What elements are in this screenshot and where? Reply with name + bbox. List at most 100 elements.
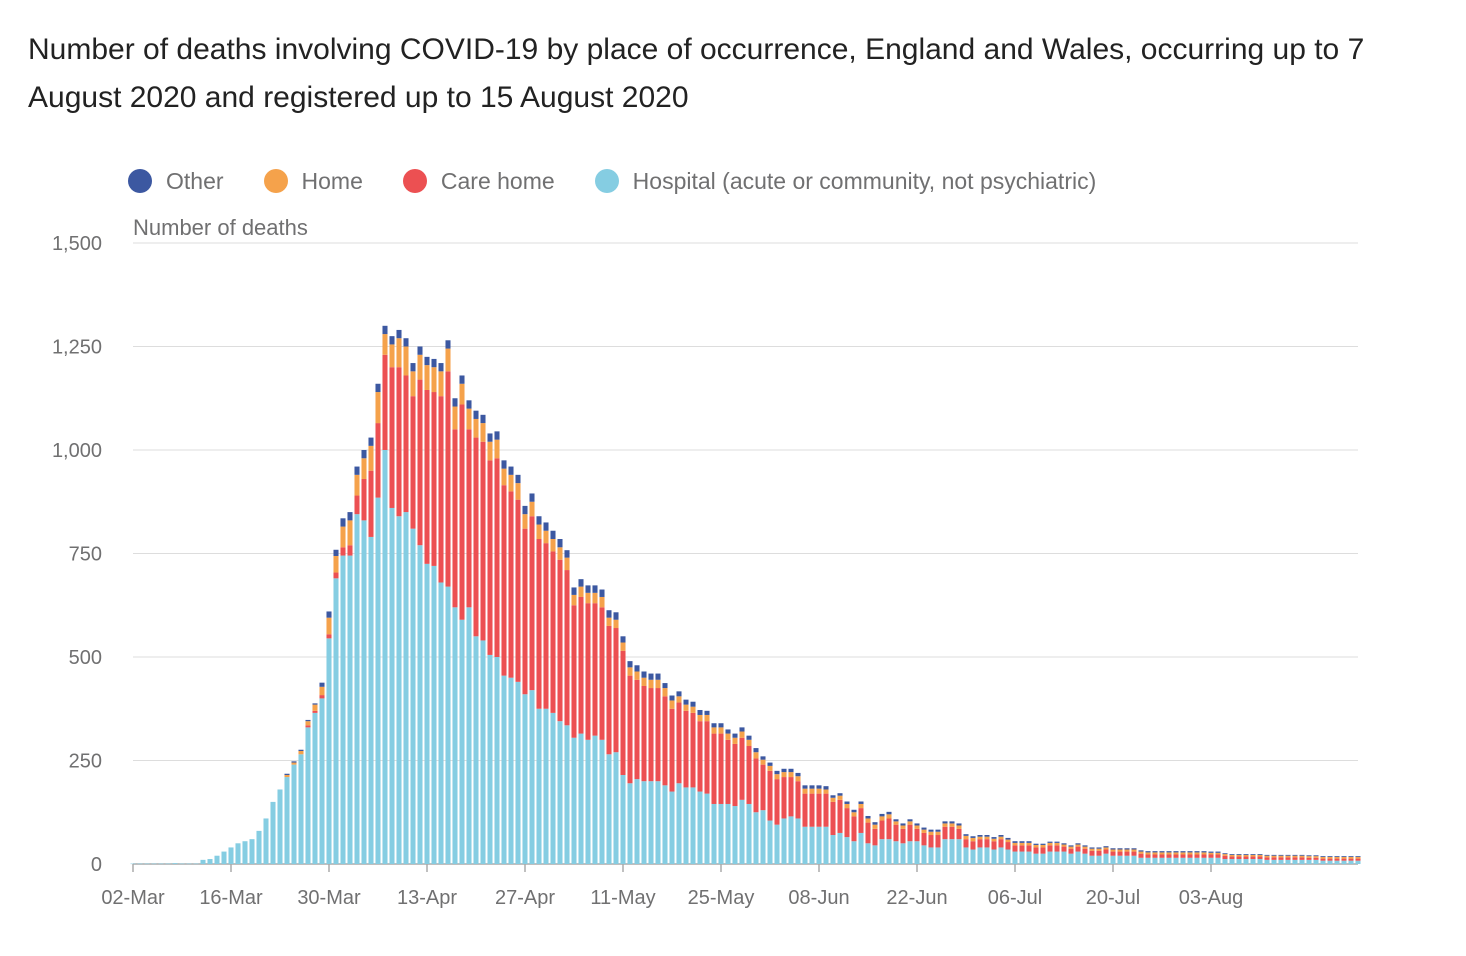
bar-segment-other: [1257, 854, 1263, 855]
bar-segment-home: [410, 371, 416, 397]
bar-segment-home: [788, 772, 794, 778]
bar-segment-other: [921, 827, 927, 830]
bar-segment-other: [1201, 851, 1207, 853]
bar-segment-other: [942, 821, 948, 824]
bar-segment-care-home: [879, 820, 885, 840]
bar-segment-hospital: [1089, 855, 1095, 864]
bar-segment-hospital: [1005, 849, 1011, 864]
bar-segment-care-home: [599, 607, 605, 740]
bar-segment-hospital: [739, 799, 745, 864]
x-tick-label: 25-May: [688, 887, 755, 909]
bar-segment-hospital: [1348, 860, 1354, 864]
bar-segment-other: [816, 785, 822, 789]
bar-segment-hospital: [907, 841, 913, 864]
bar-segment-care-home: [1124, 851, 1130, 856]
bar-segment-care-home: [431, 392, 437, 566]
bar-segment-hospital: [130, 863, 136, 865]
y-axis-label: Number of deaths: [133, 215, 308, 240]
bar-segment-care-home: [1194, 854, 1200, 858]
bar-segment-care-home: [1019, 845, 1025, 852]
bar-segment-care-home: [970, 841, 976, 850]
bar-segment-home: [1152, 852, 1158, 855]
bar-segment-care-home: [375, 423, 381, 498]
bar-segment-other: [1103, 846, 1109, 848]
bar-segment-hospital: [767, 820, 773, 864]
bar-segment-home: [424, 365, 430, 390]
bar-segment-home: [1173, 852, 1179, 855]
bar-segment-hospital: [1264, 859, 1270, 864]
bar-segment-other: [396, 329, 402, 339]
bar-segment-hospital: [396, 516, 402, 864]
bar-segment-care-home: [949, 826, 955, 840]
bar-segment-home: [627, 667, 633, 676]
bar-segment-home: [690, 706, 696, 713]
bar-segment-home: [445, 348, 451, 372]
bar-segment-care-home: [1208, 854, 1214, 858]
x-tick-label: 22-Jun: [886, 887, 947, 909]
bar-segment-other: [1271, 854, 1277, 856]
y-tick-label: 750: [69, 544, 102, 566]
bar-segment-home: [676, 696, 682, 703]
bar-segment-other: [1334, 856, 1340, 857]
bar-segment-care-home: [1089, 850, 1095, 856]
bar-segment-other: [711, 723, 717, 728]
bar-segment-hospital: [200, 859, 206, 864]
bar-segment-home: [613, 619, 619, 629]
bar-segment-other: [515, 474, 521, 484]
bar-segment-other: [1117, 848, 1123, 850]
bar-segment-other: [1264, 854, 1270, 856]
bar-segment-hospital: [186, 863, 192, 865]
bar-segment-hospital: [956, 839, 962, 864]
bar-segment-hospital: [585, 739, 591, 864]
bar-segment-care-home: [1159, 854, 1165, 858]
bar-segment-other: [466, 400, 472, 409]
bar-segment-care-home: [1082, 848, 1088, 854]
bar-segment-care-home: [697, 721, 703, 792]
bar-segment-hospital: [466, 607, 472, 864]
bar-segment-other: [900, 823, 906, 826]
bar-segment-hospital: [1292, 859, 1298, 864]
bar-segment-hospital: [319, 698, 325, 864]
bar-segment-hospital: [676, 783, 682, 864]
bar-segment-home: [998, 836, 1004, 840]
bar-segment-home: [606, 617, 612, 626]
bar-segment-care-home: [774, 779, 780, 825]
bar-segment-home: [711, 727, 717, 734]
bar-segment-care-home: [389, 367, 395, 508]
bar-segment-hospital: [1243, 859, 1249, 864]
bar-segment-care-home: [1173, 854, 1179, 858]
bar-segment-other: [1047, 841, 1053, 843]
bar-segment-other: [298, 749, 304, 751]
bar-segment-hospital: [550, 712, 556, 864]
bar-segment-home: [956, 825, 962, 829]
bar-segment-other: [1138, 850, 1144, 852]
bar-segment-hospital: [354, 514, 360, 864]
bar-segment-hospital: [1208, 857, 1214, 864]
bar-segment-care-home: [333, 572, 339, 579]
bar-segment-other: [1159, 851, 1165, 853]
bar-segment-hospital: [312, 712, 318, 864]
bar-segment-other: [774, 770, 780, 775]
bar-segment-care-home: [606, 625, 612, 755]
bar-segment-care-home: [914, 828, 920, 842]
bar-segment-care-home: [1187, 854, 1193, 858]
bar-segment-home: [452, 406, 458, 430]
bar-segment-other: [1327, 856, 1333, 857]
bar-segment-other: [844, 801, 850, 804]
bar-segment-care-home: [795, 781, 801, 819]
bar-segment-home: [1110, 849, 1116, 852]
bar-segment-home: [571, 594, 577, 606]
bar-segment-care-home: [1068, 848, 1074, 854]
bar-segment-home: [830, 797, 836, 802]
bar-segment-care-home: [1334, 858, 1340, 861]
bar-segment-other: [984, 835, 990, 837]
bar-segment-home: [1299, 855, 1305, 858]
bar-segment-hospital: [473, 636, 479, 864]
bar-segment-hospital: [1138, 857, 1144, 864]
bar-segment-other: [326, 611, 332, 618]
x-tick-label: 06-Jul: [988, 887, 1042, 909]
bar-segment-other: [690, 701, 696, 707]
legend-item-care-home: Care home: [402, 168, 555, 195]
bar-segment-hospital: [949, 839, 955, 864]
bar-segment-other: [557, 539, 563, 548]
